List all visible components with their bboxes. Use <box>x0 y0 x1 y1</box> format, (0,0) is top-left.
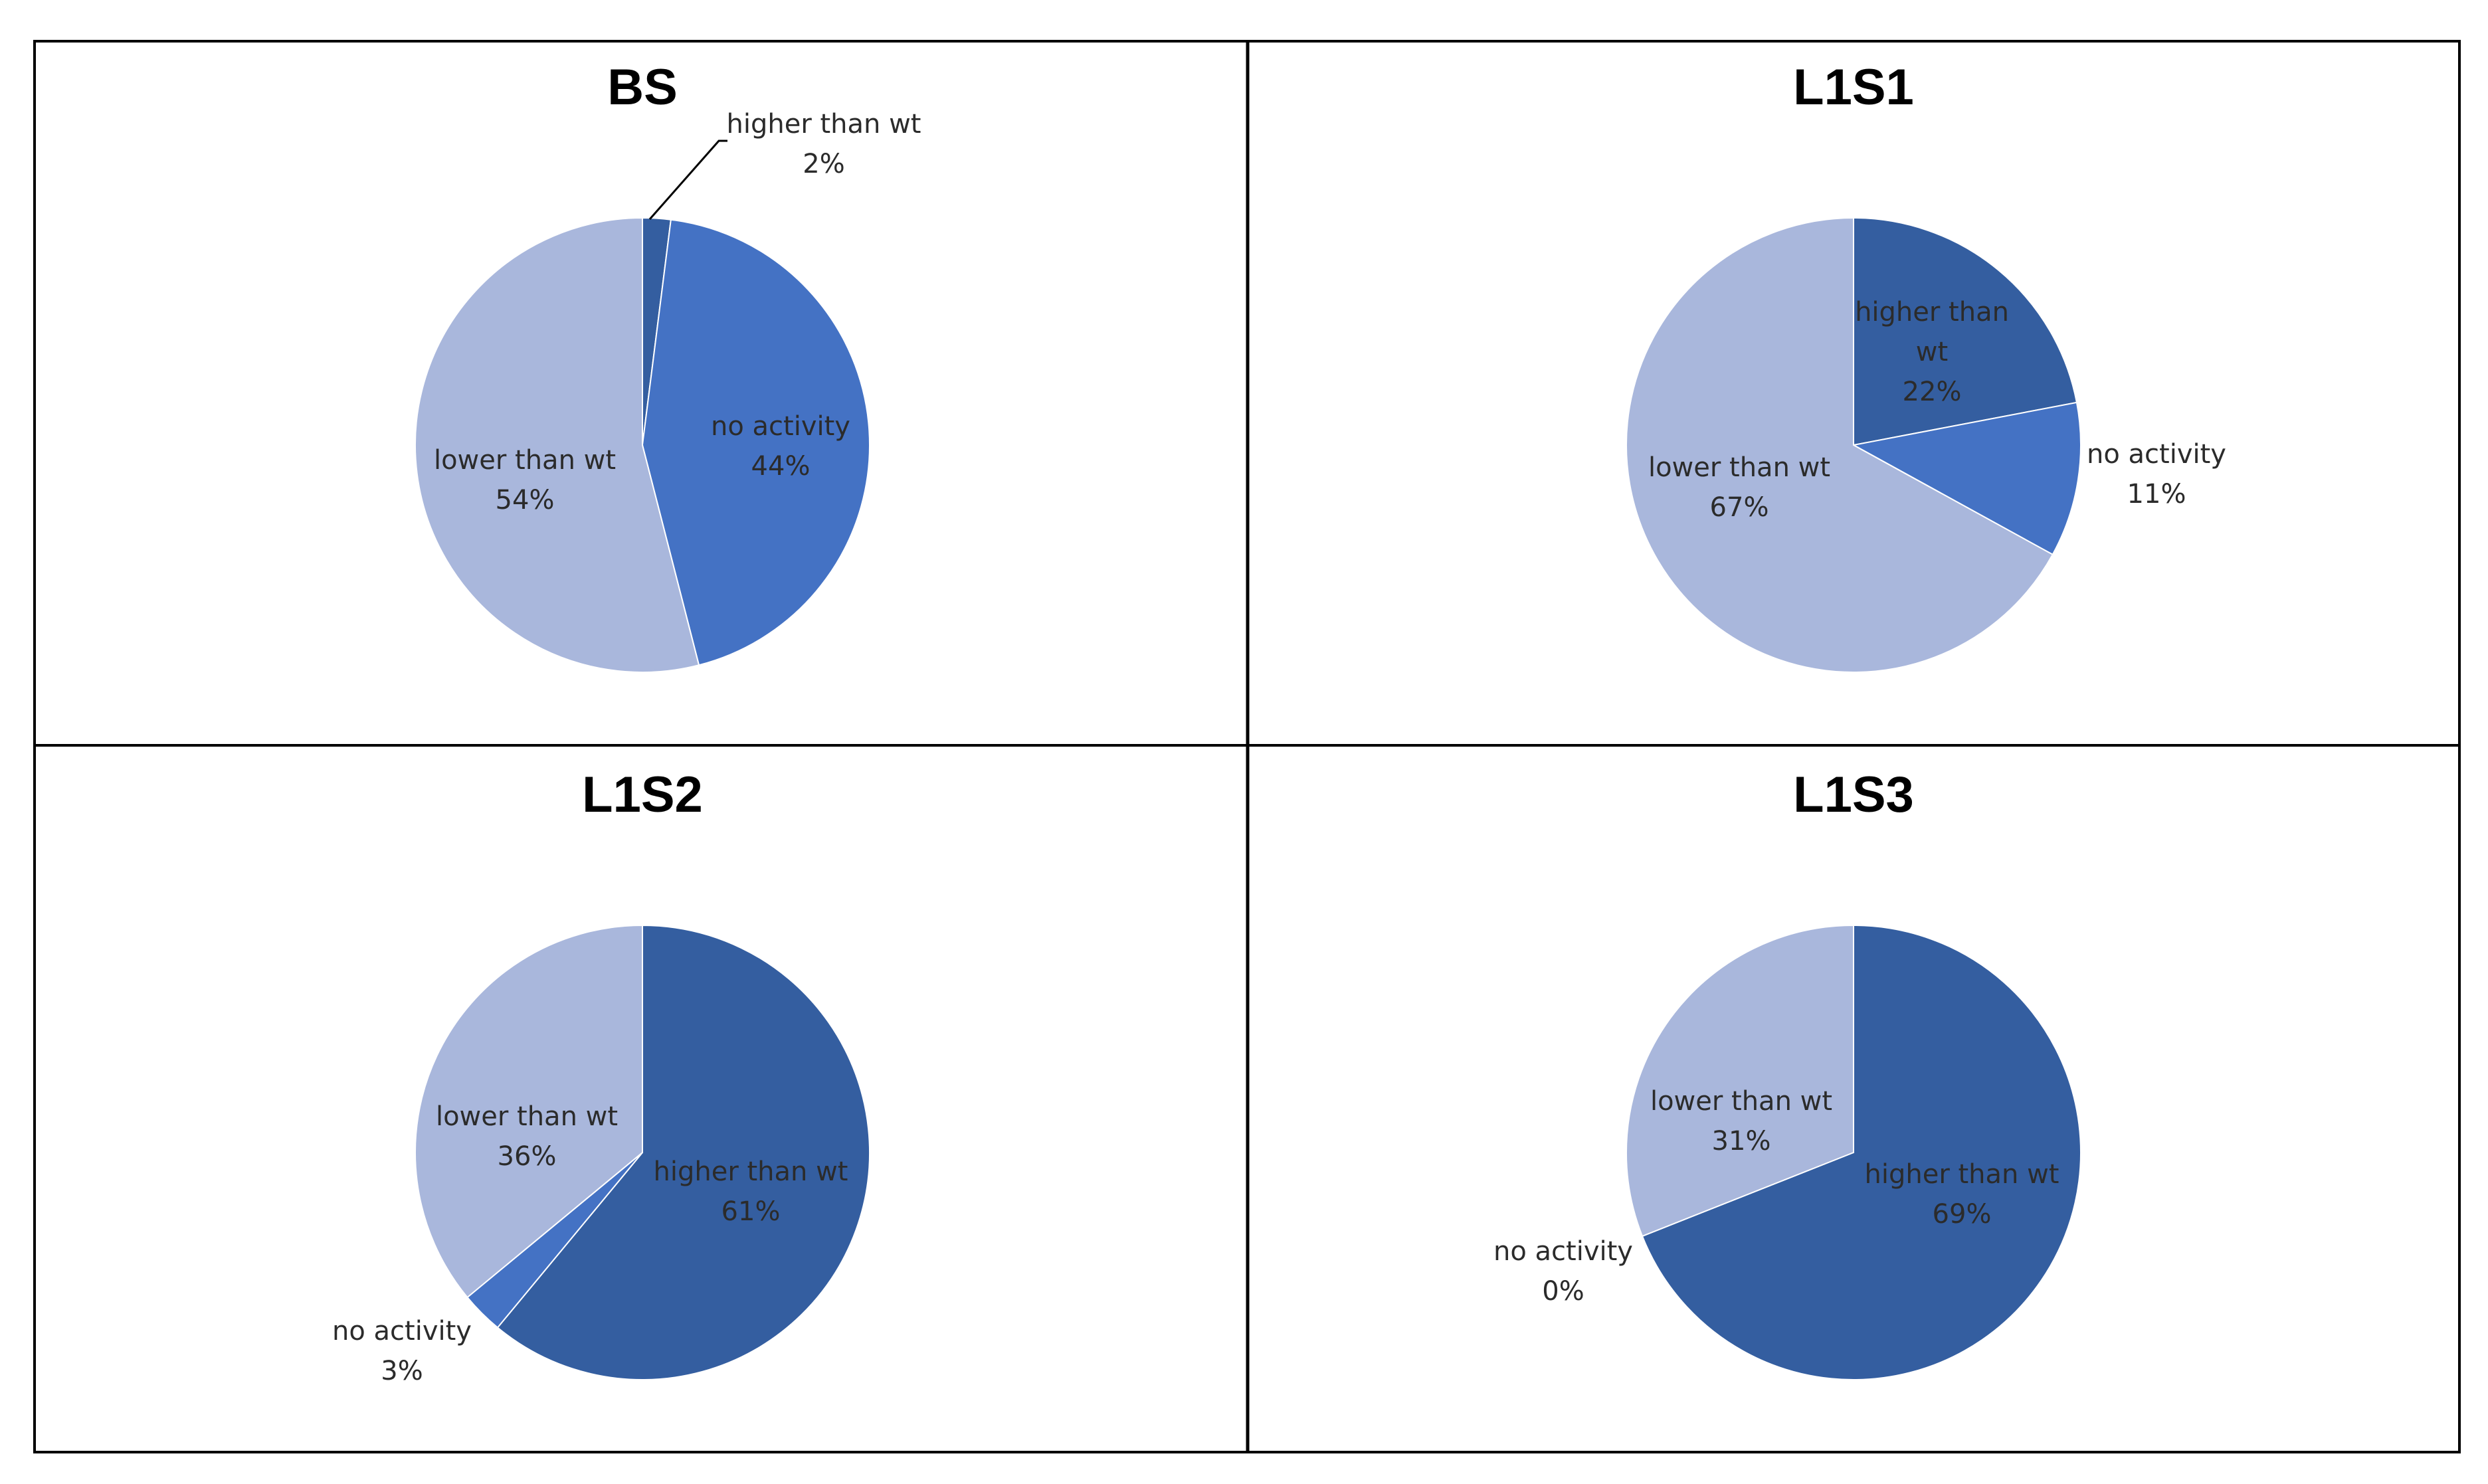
chart-title: L1S1 <box>1793 59 1914 116</box>
chart-title: L1S2 <box>582 767 703 823</box>
data-label-higher-than-wt: higher than wt 61% <box>654 1157 848 1227</box>
pie-panel-l1s2: L1S2 higher than wt 61% no activity 3% lower … <box>332 767 870 1386</box>
chart-panels: BS higher than wt 2% no activity 44% lower th… <box>332 59 2226 1386</box>
data-label-no-activity: no activity 0% <box>1493 1236 1633 1307</box>
leader-line <box>648 139 727 220</box>
pie-panel-l1s1: L1S1 higher than wt 22% no activity 11% lower … <box>1626 59 2226 673</box>
pie-slice-higher-than-wt <box>496 924 870 1380</box>
pie-slice-lower-than-wt <box>1626 924 1854 1238</box>
data-label-lower-than-wt: lower than wt 54% <box>434 445 616 515</box>
pie-slice-no-activity <box>641 219 870 666</box>
pie-slice-higher-than-wt <box>1641 924 2081 1380</box>
data-label-higher-than-wt: higher than wt 2% <box>727 109 921 179</box>
data-label-lower-than-wt: lower than wt 67% <box>1648 452 1830 523</box>
data-label-no-activity: no activity 3% <box>332 1316 472 1386</box>
data-label-no-activity: no activity 11% <box>2087 439 2226 510</box>
pie-panel-l1s3: L1S3 higher than wt 69% no activity 0% lower … <box>1493 767 2081 1380</box>
pie-slice-lower-than-wt <box>415 217 700 673</box>
pie-slice-lower-than-wt <box>415 924 643 1299</box>
chart-title: BS <box>607 59 678 116</box>
chart-title: L1S3 <box>1793 767 1914 823</box>
pie-panel-bs: BS higher than wt 2% no activity 44% lower th… <box>415 59 921 673</box>
pie-slice-no-activity <box>1852 401 2081 556</box>
data-label-no-activity: no activity 44% <box>711 411 850 482</box>
data-label-higher-than-wt: higher than wt 22% <box>1855 297 2009 407</box>
data-label-higher-than-wt: higher than wt 69% <box>1865 1159 2059 1230</box>
data-label-lower-than-wt: lower than wt 31% <box>1650 1086 1832 1157</box>
data-label-lower-than-wt: lower than wt 36% <box>436 1101 618 1172</box>
pie-slice-higher-than-wt <box>1853 217 2078 446</box>
panel-frame <box>33 40 2461 1453</box>
pie-slice-lower-than-wt <box>1626 217 2054 673</box>
